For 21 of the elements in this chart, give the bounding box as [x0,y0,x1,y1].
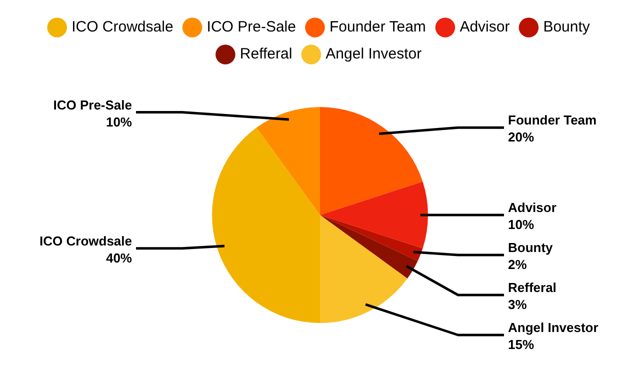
legend-label: Bounty [543,18,590,36]
legend-label: ICO Pre-Sale [206,18,296,36]
data-label: 20% [508,130,534,145]
data-label: 10% [508,217,534,232]
legend-label: ICO Crowdsale [72,18,174,36]
slice-label: Founder Team [508,112,597,128]
data-label: 3% [508,297,528,312]
slice-label: Angel Investor [508,320,598,335]
data-label: 15% [508,337,534,352]
slice-label: Refferal [508,280,556,295]
legend-label: Advisor [460,18,510,36]
legend-label: Angel Investor [326,46,422,63]
slice-label: Bounty [508,240,554,255]
data-label: 10% [106,114,132,130]
legend-label: Founder Team [329,18,426,36]
legend-label: Refferal [240,46,292,63]
slice-label: Advisor [508,200,556,215]
slice-label: ICO Pre-Sale [53,97,132,112]
slice-label: ICO Crowdsale [40,233,132,248]
data-label: 2% [508,257,528,272]
data-label: 40% [106,250,132,266]
